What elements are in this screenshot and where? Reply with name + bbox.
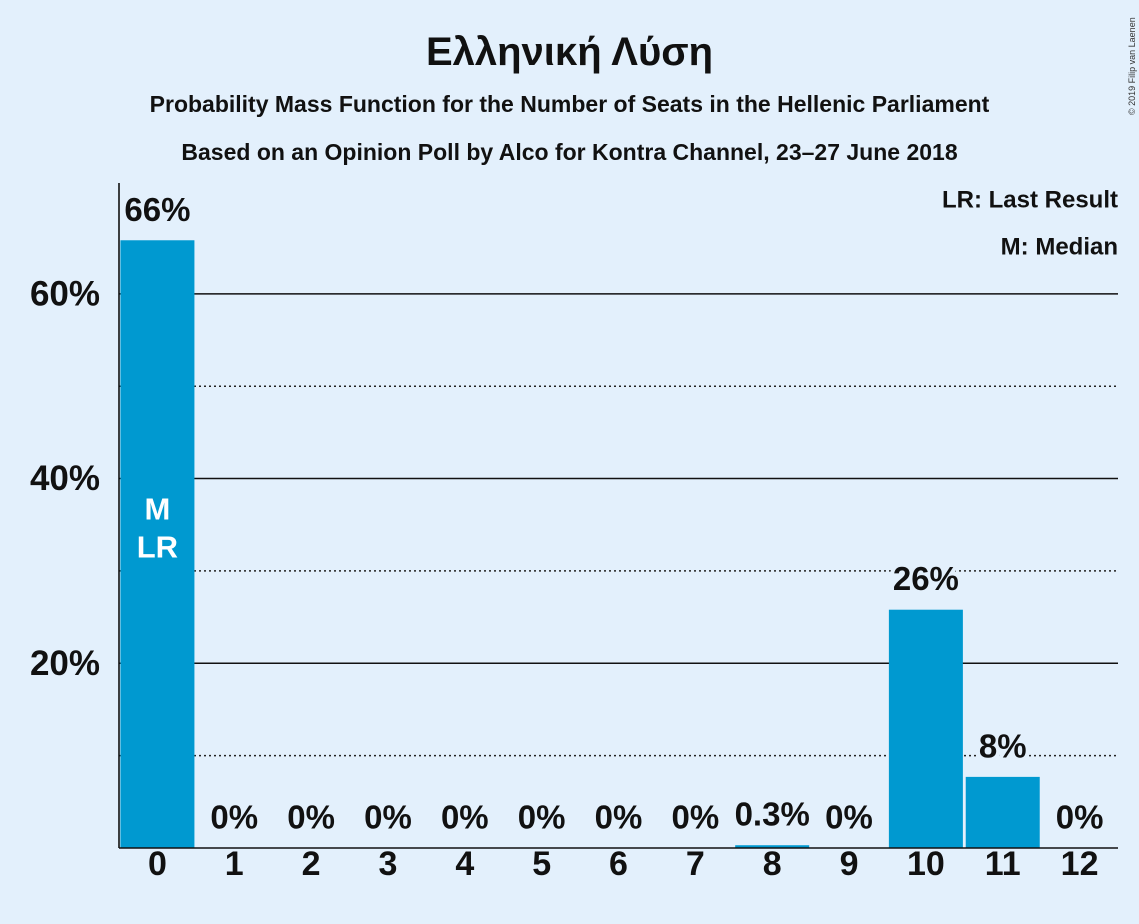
value-labels: 66% 0% 0% 0% 0% 0% 0% 0% 0.3% 0% 26% 8% 0% (120, 187, 1107, 840)
bar (735, 845, 810, 848)
x-tick-label: 3 (379, 845, 398, 883)
legend-item: LR: Last Result (942, 187, 1118, 214)
bar-marker-label: M (145, 492, 171, 527)
value-label: 0% (518, 799, 566, 836)
value-label: 66% (124, 191, 190, 228)
value-label: 0% (1056, 799, 1104, 836)
value-label: 0.3% (735, 796, 810, 833)
legend: LR: Last Result M: Median (942, 187, 1118, 261)
value-label: 0% (364, 799, 412, 836)
chart-subtitle: Based on an Opinion Poll by Alco for Kon… (181, 139, 957, 165)
x-tick-label: 12 (1061, 845, 1099, 883)
x-tick-label: 1 (225, 845, 244, 883)
value-label: 8% (979, 727, 1027, 764)
x-tick-label: 8 (763, 845, 782, 883)
value-label: 0% (671, 799, 719, 836)
chart-subtitle: Probability Mass Function for the Number… (150, 91, 990, 117)
bar-marker-label: LR (137, 530, 178, 565)
x-axis-tick-labels: 0 1 2 3 4 5 6 7 8 9 10 11 12 (148, 845, 1099, 883)
y-tick-label: 40% (30, 459, 100, 498)
chart-title: Ελληνική Λύση (426, 30, 713, 74)
x-tick-label: 0 (148, 845, 167, 883)
x-tick-label: 2 (302, 845, 321, 883)
bar (888, 609, 963, 848)
x-tick-label: 4 (455, 845, 474, 883)
bar (965, 776, 1040, 848)
bar (120, 240, 195, 848)
legend-item: M: Median (1001, 234, 1118, 261)
x-tick-label: 10 (907, 845, 945, 883)
y-axis-tick-labels: 20% 40% 60% (30, 274, 100, 682)
x-tick-label: 9 (840, 845, 859, 883)
x-tick-label: 5 (532, 845, 551, 883)
x-tick-label: 7 (686, 845, 705, 883)
gridlines (119, 293, 1118, 757)
value-label: 0% (441, 799, 489, 836)
value-label: 0% (287, 799, 335, 836)
value-label: 0% (595, 799, 643, 836)
value-label: 0% (210, 799, 258, 836)
x-tick-label: 6 (609, 845, 628, 883)
bars (120, 240, 1040, 848)
copyright-notice: © 2019 Filip van Laenen (1127, 17, 1137, 115)
bar-markers: MLR (137, 492, 178, 565)
x-tick-label: 11 (985, 845, 1021, 883)
value-label: 0% (825, 799, 873, 836)
y-tick-label: 60% (30, 274, 100, 313)
y-tick-label: 20% (30, 644, 100, 683)
value-label: 26% (893, 560, 959, 597)
